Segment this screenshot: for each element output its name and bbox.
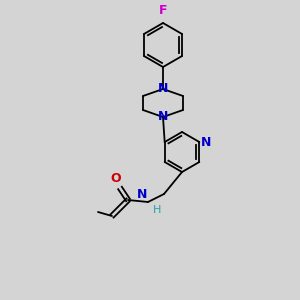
Text: O: O <box>111 172 121 185</box>
Text: H: H <box>153 205 161 215</box>
Text: N: N <box>136 188 147 201</box>
Text: F: F <box>159 4 167 17</box>
Text: N: N <box>201 136 212 148</box>
Text: N: N <box>158 82 168 95</box>
Text: N: N <box>158 110 168 124</box>
